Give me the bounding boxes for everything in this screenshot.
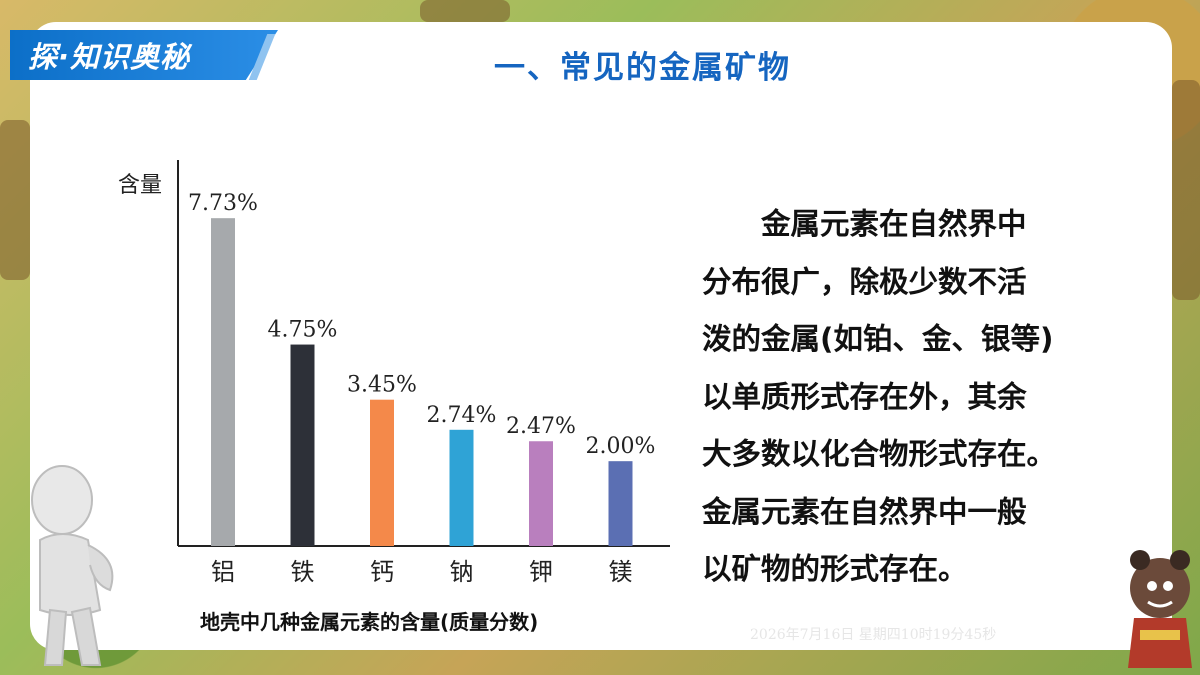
category-label: 钾 (529, 558, 553, 586)
data-label: 3.45% (347, 373, 417, 398)
bar (449, 429, 474, 546)
y-axis-label: 含量 (118, 173, 162, 198)
data-label: 7.73% (188, 191, 258, 216)
body-text: 金属元素在自然界中 分布很广，除极少数不活 泼的金属(如铂、金、银等) 以单质形… (702, 196, 1122, 599)
body-line: 大多数以化合物形式存在。 (702, 437, 1057, 471)
timestamp: 2026年7月16日 星期四10时19分45秒 (750, 627, 997, 643)
category-label: 铝 (211, 558, 235, 586)
body-line: 以矿物的形式存在。 (702, 552, 968, 586)
bar (290, 344, 315, 546)
bar (370, 399, 394, 546)
category-label: 钙 (370, 558, 394, 586)
category-label: 铁 (291, 558, 315, 586)
category-label: 镁 (609, 558, 633, 586)
background-decoration (420, 0, 510, 22)
cartoon-character-illustration (1128, 550, 1192, 668)
section-tag-label: 探·知识奥秘 (28, 40, 191, 74)
body-line: 金属元素在自然界中一般 (702, 494, 1027, 529)
body-line: 以单质形式存在外，其余 (702, 379, 1027, 414)
bar (211, 218, 235, 546)
background-decoration (1172, 80, 1200, 300)
data-label: 2.00% (586, 434, 656, 459)
data-label: 4.75% (268, 318, 338, 343)
bar (529, 441, 553, 546)
bar-chart: 含量 7.73% 铝 4.75% 铁 3.45% 钙 2.74% 钠 2.47% 钾 2.00% 镁 (100, 150, 700, 650)
chart-caption: 地壳中几种金属元素的含量(质量分数) (200, 610, 539, 634)
data-label: 2.47% (506, 414, 576, 439)
bar (608, 461, 633, 546)
body-line: 泼的金属(如铂、金、银等) (702, 322, 1054, 356)
page-title: 一、常见的金属矿物 (494, 50, 791, 86)
thinking-figure-illustration (31, 465, 114, 666)
background-decoration (0, 120, 30, 280)
category-label: 钠 (450, 558, 474, 586)
section-tag: 探·知识奥秘 (10, 30, 278, 80)
data-label: 2.74% (427, 403, 497, 428)
bar-chart-svg: 含量 7.73% 铝 4.75% 铁 3.45% 钙 2.74% 钠 2.47% 钾 2.00% 镁 (118, 160, 670, 586)
body-line: 分布很广，除极少数不活 (702, 264, 1027, 299)
body-line: 金属元素在自然界中 (702, 207, 1027, 241)
